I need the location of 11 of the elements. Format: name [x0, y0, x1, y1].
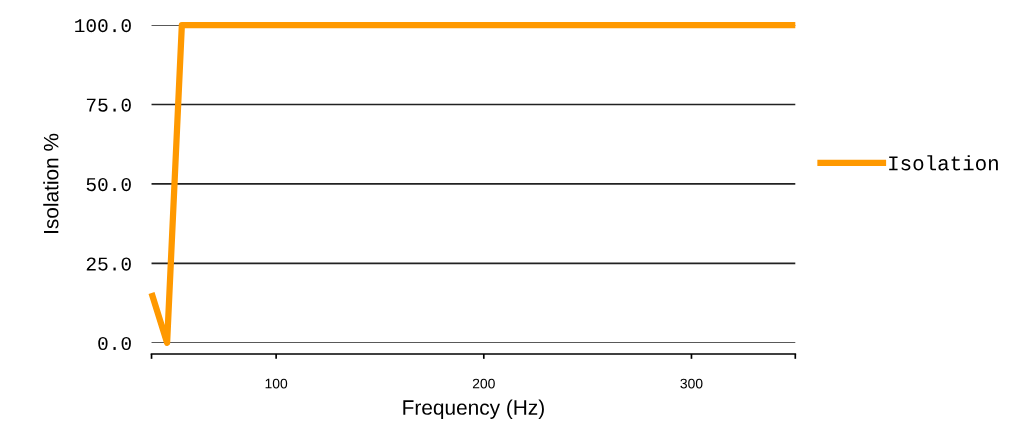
x-axis-title: Frequency (Hz): [403, 399, 544, 419]
y-tick-label: 50.0: [86, 177, 131, 192]
y-tick-label: 0.0: [98, 336, 131, 351]
x-tick-label: 300: [680, 378, 703, 389]
x-tick-label: 100: [265, 378, 288, 389]
y-tick-label: 25.0: [86, 257, 131, 271]
y-tick-label: 100.0: [75, 19, 131, 33]
y-tick-label: 75.0: [86, 98, 131, 112]
x-tick-label: 200: [472, 378, 495, 389]
legend-label: Isolation: [889, 155, 998, 171]
y-axis-title: Isolation %: [43, 133, 59, 233]
